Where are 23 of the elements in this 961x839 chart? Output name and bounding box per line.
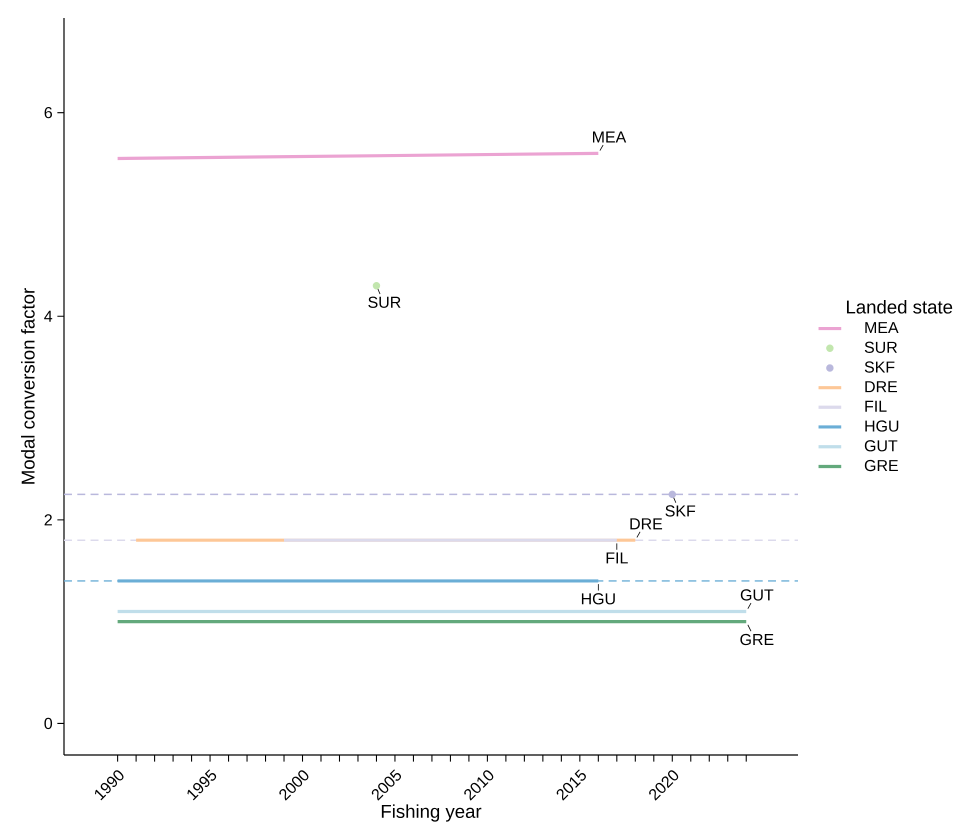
- legend-label: GRE: [864, 460, 898, 472]
- legend-label: MEA: [865, 322, 899, 334]
- legend-label: SUR: [864, 342, 897, 353]
- text: FIL: [606, 552, 628, 564]
- text: HGU: [582, 593, 615, 604]
- y-tick-label: 6: [44, 107, 52, 118]
- text: MEA: [593, 132, 626, 142]
- text: SKF: [665, 505, 696, 517]
- legend-title: Landed state: [846, 300, 952, 314]
- legend-label: DRE: [865, 381, 898, 392]
- y-axis-title: Modal conversion factor: [21, 288, 35, 484]
- text: GRE: [740, 634, 774, 646]
- y-tick-label: 0: [44, 718, 52, 730]
- text: DRE: [630, 518, 662, 530]
- legend-label: SKF: [864, 361, 894, 373]
- text: SUR: [368, 296, 401, 308]
- legend-label: HGU: [865, 420, 898, 432]
- legend-label: FIL: [865, 400, 887, 412]
- y-tick-label: 2: [44, 514, 52, 526]
- x-axis-title: Fishing year: [382, 804, 482, 822]
- y-tick-label: 4: [44, 310, 52, 322]
- text: GUT: [740, 589, 774, 601]
- legend-label: GUT: [864, 440, 898, 452]
